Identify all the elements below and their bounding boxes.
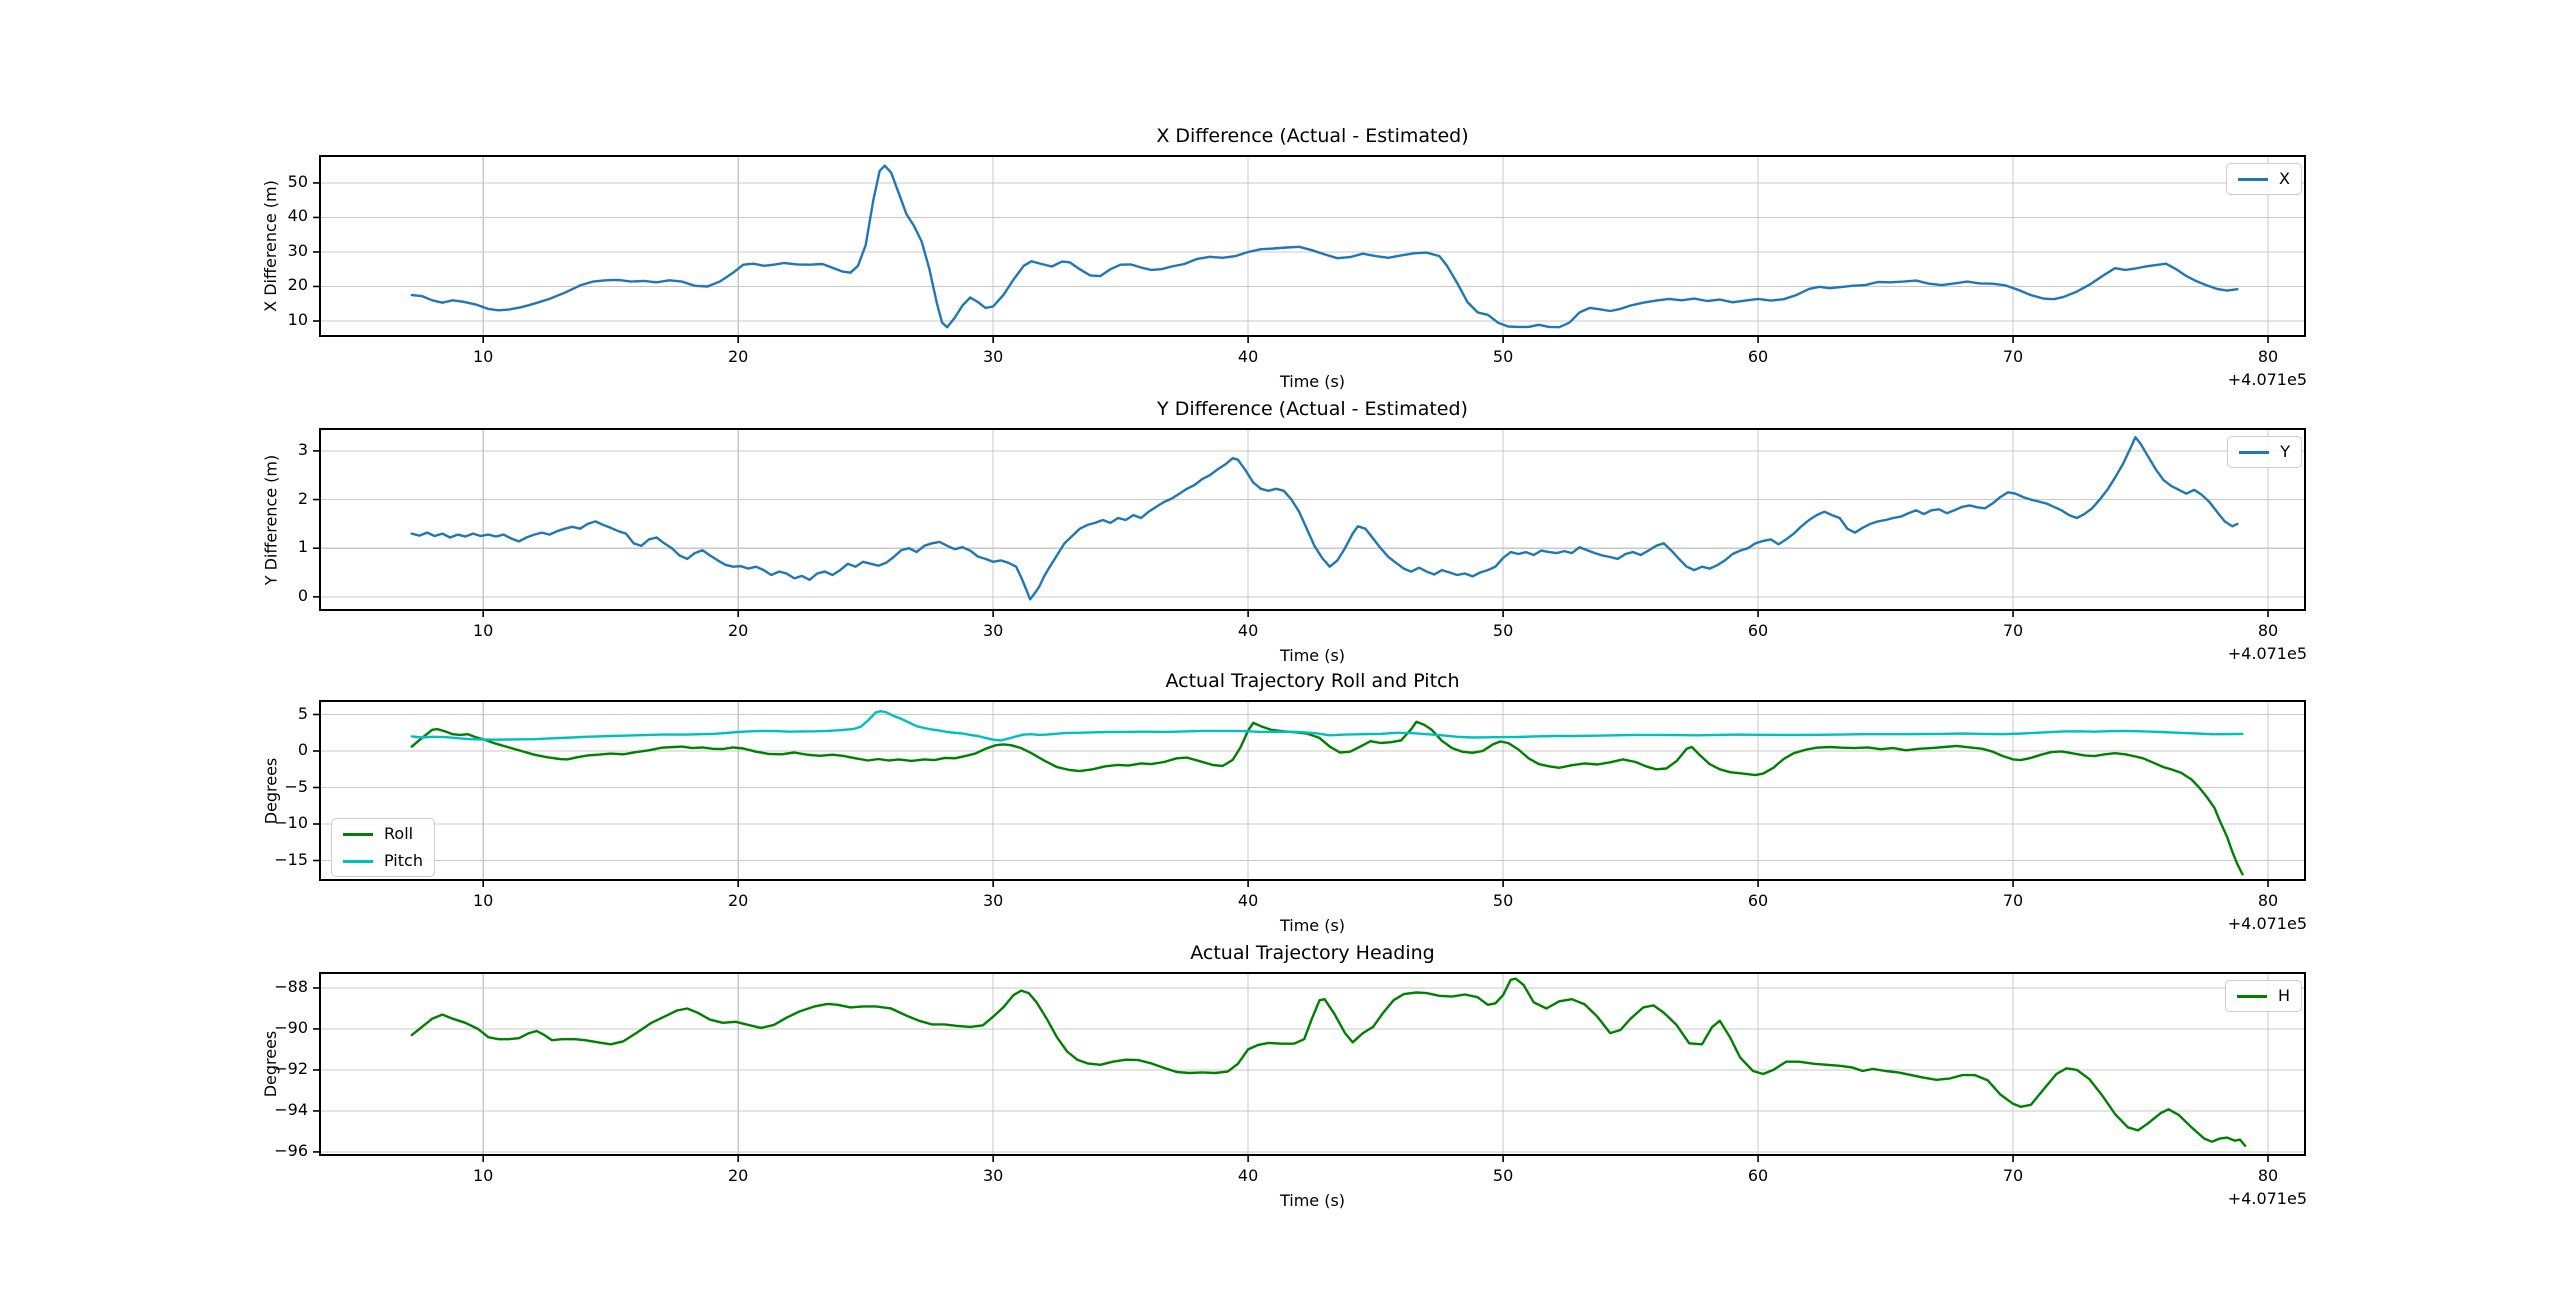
plot3-title: Actual Trajectory Roll and Pitch — [1165, 670, 1460, 692]
x-tick-label: 50 — [1492, 347, 1514, 366]
x-tick-label: 20 — [727, 1166, 749, 1185]
x-tick-label: 50 — [1492, 1166, 1514, 1185]
x-tick-label: 30 — [982, 1166, 1004, 1185]
x-tick-label: 10 — [472, 1166, 494, 1185]
x-tick-label: 20 — [727, 891, 749, 910]
y-tick-label: 20 — [287, 275, 308, 295]
plot4-legend: H — [2224, 980, 2302, 1012]
legend-label: Roll — [384, 824, 414, 843]
x-tick-label: 50 — [1492, 891, 1514, 910]
plot4-xlabel: Time (s) — [1279, 1191, 1346, 1210]
legend-line-swatch — [2239, 450, 2270, 454]
y-tick-label: −10 — [274, 813, 308, 832]
y-tick-label: 2 — [297, 488, 308, 508]
x-tick-label: 60 — [1747, 891, 1769, 910]
plot4-title: Actual Trajectory Heading — [1190, 942, 1435, 964]
y-tick-label: 10 — [287, 309, 308, 329]
x-tick-label: 30 — [982, 891, 1004, 910]
legend-item-x: X — [2238, 169, 2290, 189]
x-tick-label: 60 — [1747, 621, 1769, 640]
legend-item-pitch: Pitch — [343, 851, 423, 871]
x-tick-label: 10 — [472, 347, 494, 366]
x-tick-label: 10 — [472, 621, 494, 640]
plot2-xlabel: Time (s) — [1279, 646, 1346, 665]
plot2-legend: Y — [2227, 436, 2302, 468]
plot1-xlabel: Time (s) — [1279, 372, 1346, 391]
plot3-legend: Roll Pitch — [331, 818, 435, 877]
x-tick-label: 60 — [1747, 1166, 1769, 1185]
plot1-title: X Difference (Actual - Estimated) — [1156, 125, 1469, 147]
legend-item-h: H — [2236, 986, 2290, 1006]
y-tick-label: 40 — [287, 206, 308, 226]
x-tick-label: 20 — [727, 621, 749, 640]
y-tick-label: −94 — [274, 1099, 308, 1119]
y-tick-label: −5 — [284, 776, 308, 796]
y-tick-label: −15 — [274, 849, 308, 869]
x-tick-label: 80 — [2257, 347, 2279, 366]
x-tick-label: 70 — [2002, 891, 2024, 910]
x-tick-label: 70 — [2002, 1166, 2024, 1185]
plot2-title: Y Difference (Actual - Estimated) — [1157, 398, 1468, 420]
legend-item-y: Y — [2239, 442, 2290, 462]
plot4-axis-offset: +4.071e5 — [2227, 1189, 2307, 1208]
legend-line-swatch — [2236, 994, 2267, 998]
x-tick-label: 80 — [2257, 891, 2279, 910]
y-tick-label: −90 — [274, 1017, 308, 1037]
x-tick-label: 40 — [1237, 891, 1259, 910]
legend-line-swatch — [2238, 177, 2269, 181]
y-tick-label: −88 — [274, 976, 308, 996]
x-tick-label: 80 — [2257, 1166, 2279, 1185]
y-tick-label: −92 — [274, 1058, 308, 1078]
y-tick-label: 3 — [297, 439, 308, 459]
legend-line-swatch — [343, 859, 373, 863]
x-tick-label: 60 — [1747, 347, 1769, 366]
plot3-xlabel: Time (s) — [1279, 916, 1346, 935]
legend-item-roll: Roll — [343, 824, 423, 844]
plot2-axis-offset: +4.071e5 — [2227, 644, 2307, 663]
legend-line-swatch — [343, 832, 373, 836]
legend-label: Pitch — [384, 851, 423, 870]
y-tick-label: −96 — [274, 1140, 308, 1160]
y-tick-label: 0 — [297, 740, 308, 759]
legend-label: H — [2277, 986, 2290, 1005]
x-tick-label: 40 — [1237, 347, 1259, 366]
x-tick-label: 30 — [982, 621, 1004, 640]
y-tick-label: 5 — [297, 703, 308, 723]
y-tick-label: 50 — [287, 171, 308, 191]
y-tick-label: 0 — [297, 585, 308, 605]
y-tick-label: 30 — [287, 240, 308, 260]
plot1-axis-offset: +4.071e5 — [2227, 370, 2307, 389]
x-tick-label: 50 — [1492, 621, 1514, 640]
x-tick-label: 80 — [2257, 621, 2279, 640]
x-tick-label: 20 — [727, 347, 749, 366]
x-tick-label: 70 — [2002, 347, 2024, 366]
x-tick-label: 40 — [1237, 1166, 1259, 1185]
x-tick-label: 70 — [2002, 621, 2024, 640]
x-tick-label: 30 — [982, 347, 1004, 366]
x-tick-label: 10 — [472, 891, 494, 910]
x-tick-label: 40 — [1237, 621, 1259, 640]
legend-label: Y — [2280, 442, 2290, 461]
plot1-legend: X — [2226, 163, 2302, 195]
y-tick-label: 1 — [297, 537, 308, 557]
legend-label: X — [2279, 169, 2290, 188]
plot3-axis-offset: +4.071e5 — [2227, 914, 2307, 933]
